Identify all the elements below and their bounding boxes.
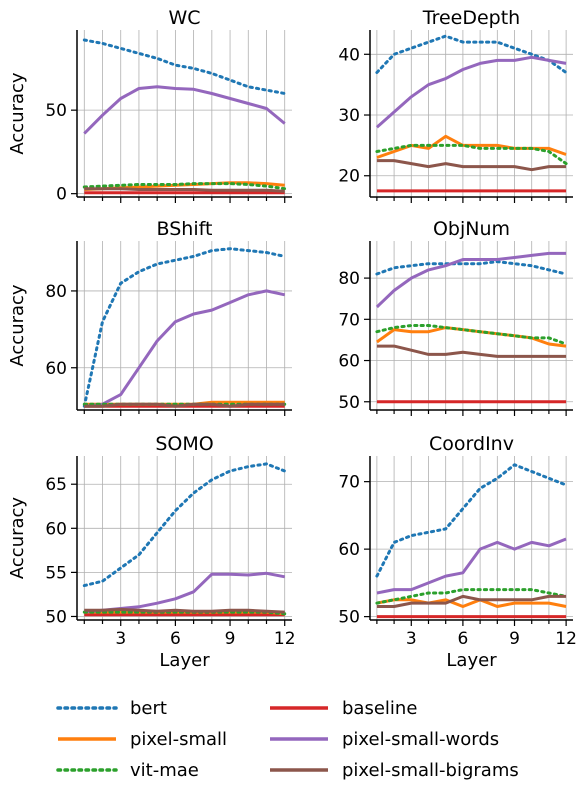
legend-label: pixel-small-words [342, 729, 499, 750]
y-tick-label: 60 [338, 352, 360, 372]
y-tick-label: 80 [45, 282, 67, 302]
panel-title: TreeDepth [422, 7, 520, 29]
x-tick-label: 3 [115, 629, 126, 649]
legend-item-vit-mae: vit-mae [56, 760, 199, 781]
y-tick-label: 70 [338, 310, 360, 330]
series-line-vit-mae [375, 588, 568, 605]
x-tick-label: 12 [555, 629, 577, 649]
series-line-pixel-small [376, 598, 567, 608]
panel-title: BShift [157, 218, 213, 240]
y-tick-label: 65 [45, 475, 67, 495]
x-tick-label: 6 [170, 629, 181, 649]
legend-label: baseline [342, 698, 417, 719]
series-line-pixel-small-bigrams [376, 594, 567, 608]
y-tick-label: 55 [45, 563, 67, 583]
series-line-pixel-small-bigrams [84, 402, 285, 408]
y-tick-label: 20 [338, 167, 360, 187]
series-line-pixel-small-bigrams [376, 159, 567, 172]
x-tick-label: 6 [457, 629, 468, 649]
y-tick-label: 0 [56, 185, 67, 205]
y-tick-label: 40 [338, 45, 360, 65]
y-tick-label: 60 [45, 359, 67, 379]
y-tick-label: 70 [338, 473, 360, 493]
legend-label: pixel-small [130, 729, 227, 750]
legend-label: vit-mae [130, 760, 199, 781]
series-line-pixel-small-words [375, 251, 567, 309]
series-line-pixel-small-bigrams [376, 344, 567, 358]
panel-title: SOMO [155, 433, 213, 455]
y-tick-label: 50 [45, 607, 67, 627]
y-tick-label: 50 [338, 608, 360, 628]
y-tick-label: 60 [45, 519, 67, 539]
panel-title: ObjNum [433, 218, 510, 240]
panel-bshift: 60 80 BShift Accuracy [7, 218, 292, 416]
panel-treedepth: 20 30 40 TreeDepth [338, 7, 573, 203]
series-line-vit-mae [375, 324, 568, 346]
panel-coordinv: 3 6 9 12 50 60 70 CoordInv Layer [338, 433, 577, 671]
y-tick-label: 50 [338, 393, 360, 413]
series-line-pixel-small-words [376, 537, 567, 595]
y-axis-label: Accuracy [7, 284, 28, 367]
legend-item-bert: bert [56, 698, 167, 719]
y-tick-label: 50 [45, 101, 67, 121]
series-line-pixel-small [84, 610, 285, 616]
legend-item-pixel-small: pixel-small [58, 729, 227, 750]
series-line-pixel-small-bigrams [84, 187, 285, 193]
legend-item-baseline: baseline [270, 698, 417, 719]
x-tick-label: 9 [509, 629, 520, 649]
y-axis-label: Accuracy [7, 72, 28, 155]
panel-wc: 0 50 WC Accuracy [7, 7, 292, 205]
x-tick-label: 9 [225, 629, 236, 649]
y-axis-label: Accuracy [7, 497, 28, 580]
series-line-pixel-small-words [375, 55, 567, 129]
series-line-vit-mae [82, 610, 287, 616]
series-line-pixel-small-bigrams [84, 607, 285, 614]
series-line-bert [82, 247, 287, 408]
series-line-pixel-small-words [84, 571, 285, 614]
series-line-bert [375, 463, 568, 578]
y-tick-label: 60 [338, 540, 360, 560]
legend: bert baseline pixel-small pixel-small-words… [56, 698, 519, 781]
series-line-pixel-small-words [84, 289, 286, 408]
series-line-bert [82, 38, 287, 95]
panel-objnum: 50 60 70 80 ObjNum [338, 218, 573, 416]
x-tick-label: 12 [274, 629, 296, 649]
y-tick-label: 80 [338, 269, 360, 289]
legend-item-pixel-small-words: pixel-small-words [270, 729, 499, 750]
series-line-vit-mae [82, 182, 287, 191]
panel-title: WC [168, 7, 200, 29]
x-axis-label: Layer [446, 650, 497, 671]
x-tick-label: 3 [406, 629, 417, 649]
y-tick-label: 30 [338, 106, 360, 126]
series-line-bert [375, 260, 568, 276]
x-axis-label: Layer [159, 650, 210, 671]
panel-title: CoordInv [429, 433, 514, 455]
series-line-bert [82, 462, 287, 588]
series-line-vit-mae [375, 143, 568, 166]
series-line-bert [375, 34, 568, 74]
legend-label: bert [130, 698, 167, 719]
panel-somo: 3 6 9 12 50 55 60 65 SOMO Accuracy Layer [7, 433, 296, 671]
series-line-pixel-small-words [83, 85, 286, 135]
legend-item-pixel-small-bigrams: pixel-small-bigrams [270, 760, 519, 781]
legend-label: pixel-small-bigrams [342, 760, 519, 781]
